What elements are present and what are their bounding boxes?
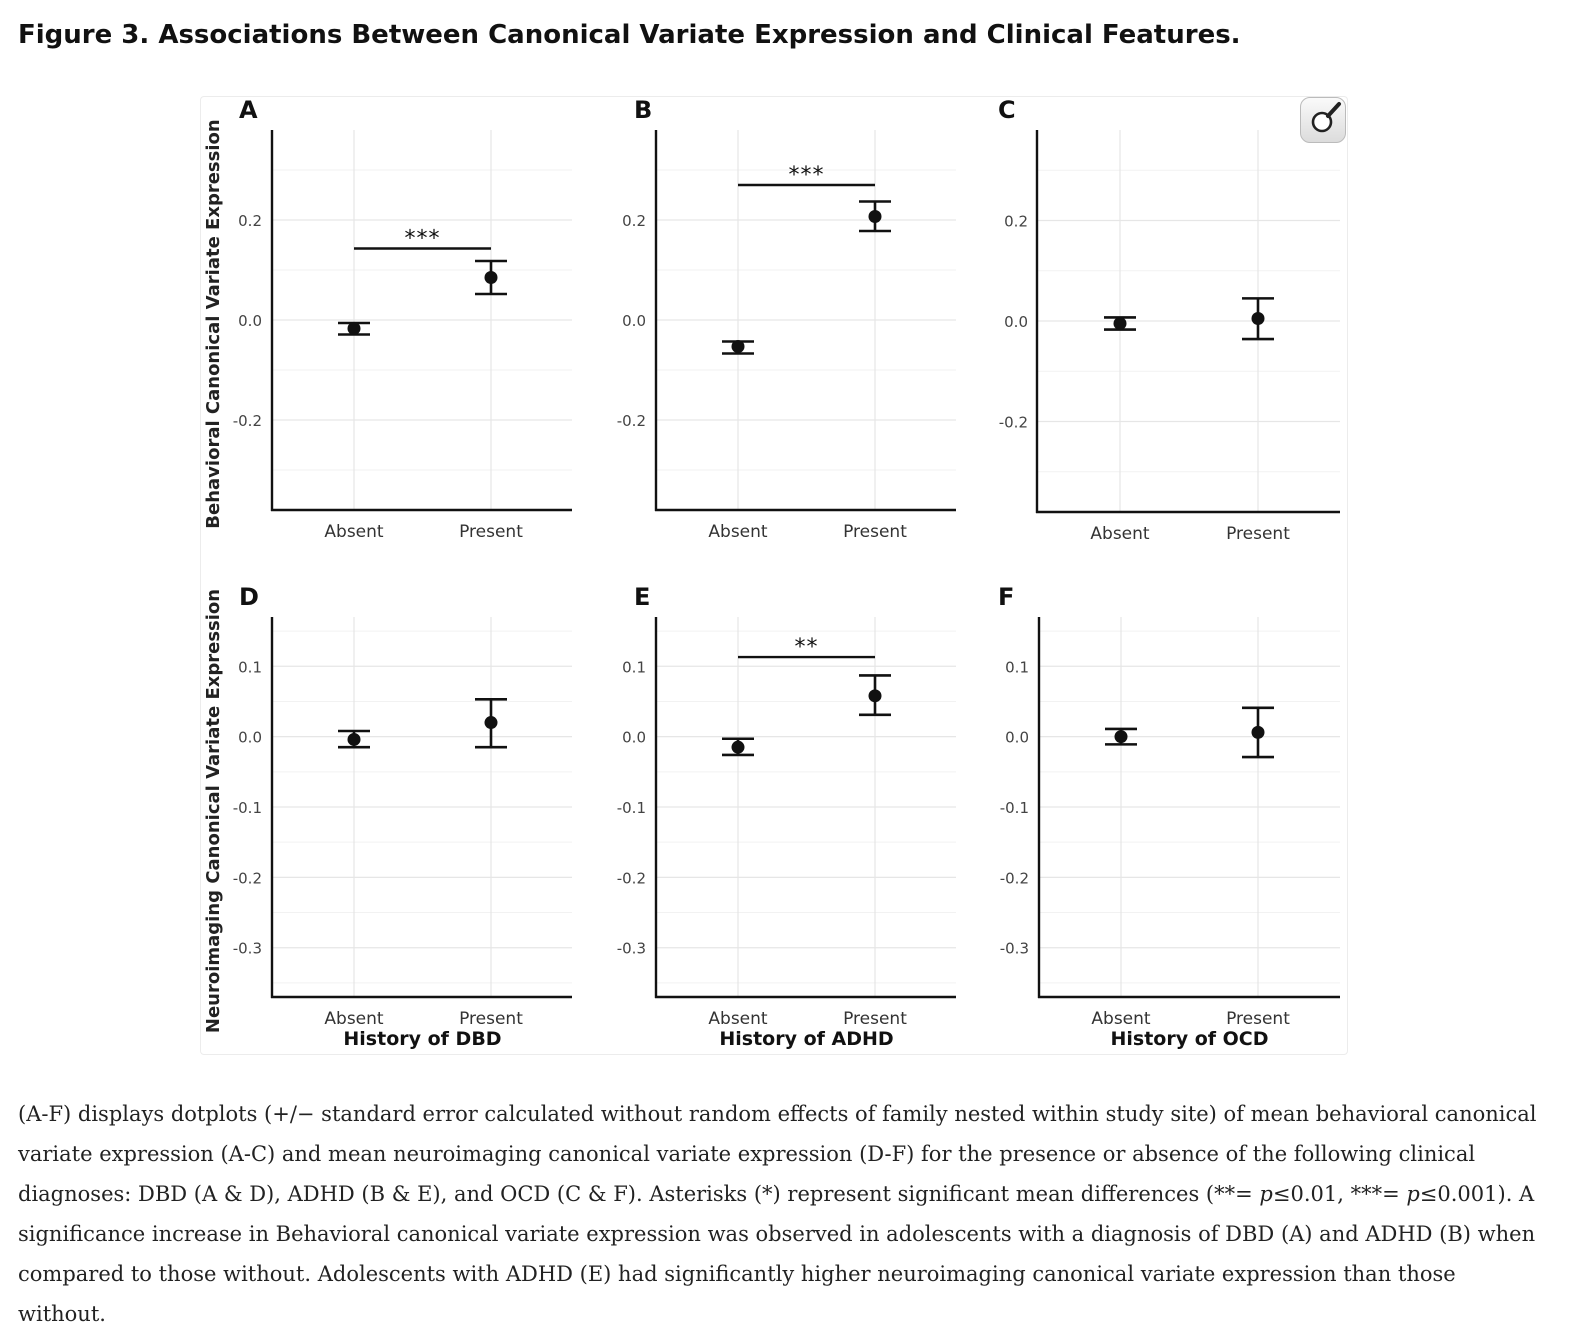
y-tick-label: 0.0 [238, 312, 262, 330]
significance-label: ** [795, 635, 819, 660]
y-tick-label: 0.0 [622, 729, 646, 747]
panel-label-a: A [239, 96, 258, 124]
p-symbol: p [1406, 1182, 1420, 1206]
y-tick-label: 0.0 [1005, 729, 1029, 747]
y-tick-label: 0.1 [238, 658, 262, 676]
x-tick-label: Absent [324, 1009, 384, 1029]
figure-panel [200, 96, 1348, 1055]
x-axis-title: History of OCD [1110, 1028, 1268, 1050]
x-tick-label: Absent [708, 1009, 768, 1029]
panel-label-f: F [998, 583, 1014, 611]
x-tick-label: Present [459, 522, 523, 542]
y-tick-label: 0.2 [1004, 212, 1028, 230]
mean-point-absent [731, 740, 745, 754]
y-tick-label: -0.2 [617, 869, 646, 887]
x-tick-label: Present [1226, 1009, 1290, 1029]
x-tick-label: Absent [708, 522, 768, 542]
y-tick-label: 0.2 [238, 212, 262, 230]
mean-point-present [1251, 311, 1265, 325]
caption-text-1: (A-F) displays dotplots (+/− standard er… [18, 1102, 1537, 1206]
y-tick-label: 0.0 [622, 312, 646, 330]
mean-point-present [484, 716, 498, 730]
x-axis-title: History of DBD [343, 1028, 501, 1050]
mean-point-absent [1114, 730, 1128, 744]
magnifier-icon [1311, 102, 1341, 133]
y-tick-label: -0.1 [233, 799, 262, 817]
y-tick-label: -0.1 [617, 799, 646, 817]
zoom-button[interactable] [1300, 97, 1346, 143]
y-axis-title: Neuroimaging Canonical Variate Expressio… [203, 589, 224, 1033]
x-tick-label: Present [459, 1009, 523, 1029]
mean-point-absent [347, 322, 361, 335]
mean-point-present [484, 271, 498, 284]
panel-label-d: D [239, 583, 259, 611]
mean-point-absent [731, 340, 745, 353]
y-tick-label: -0.2 [1000, 869, 1029, 887]
panel-label-b: B [634, 96, 652, 124]
caption-text-2: ≤0.01, ***= [1272, 1182, 1407, 1206]
y-tick-label: -0.3 [233, 940, 262, 958]
y-tick-label: -0.2 [999, 414, 1028, 432]
y-tick-label: 0.0 [1004, 313, 1028, 331]
y-tick-label: 0.1 [622, 658, 646, 676]
y-tick-label: -0.1 [1000, 799, 1029, 817]
x-tick-label: Absent [324, 522, 384, 542]
x-tick-label: Absent [1090, 524, 1150, 544]
mean-point-present [868, 210, 882, 223]
mean-point-present [868, 689, 882, 703]
y-tick-label: -0.3 [617, 940, 646, 958]
significance-label: *** [405, 227, 441, 252]
y-axis-title: Behavioral Canonical Variate Expression [203, 119, 224, 528]
x-tick-label: Present [843, 1009, 907, 1029]
y-tick-label: 0.2 [622, 212, 646, 230]
y-tick-label: 0.1 [1005, 658, 1029, 676]
y-tick-label: -0.2 [233, 869, 262, 887]
x-tick-label: Present [843, 522, 907, 542]
x-tick-label: Present [1226, 524, 1290, 544]
y-tick-label: -0.2 [233, 412, 262, 430]
y-tick-label: -0.3 [1000, 940, 1029, 958]
panel-label-c: C [998, 96, 1016, 124]
panel-label-e: E [634, 583, 650, 611]
figure-caption: (A-F) displays dotplots (+/− standard er… [18, 1094, 1538, 1334]
mean-point-present [1251, 725, 1265, 739]
x-tick-label: Absent [1091, 1009, 1151, 1029]
x-axis-title: History of ADHD [719, 1028, 893, 1050]
figure-title: Figure 3. Associations Between Canonical… [18, 20, 1241, 50]
y-tick-label: -0.2 [617, 412, 646, 430]
p-symbol: p [1259, 1182, 1273, 1206]
significance-label: *** [789, 163, 825, 188]
mean-point-absent [1113, 317, 1127, 331]
y-tick-label: 0.0 [238, 729, 262, 747]
mean-point-absent [347, 732, 361, 746]
